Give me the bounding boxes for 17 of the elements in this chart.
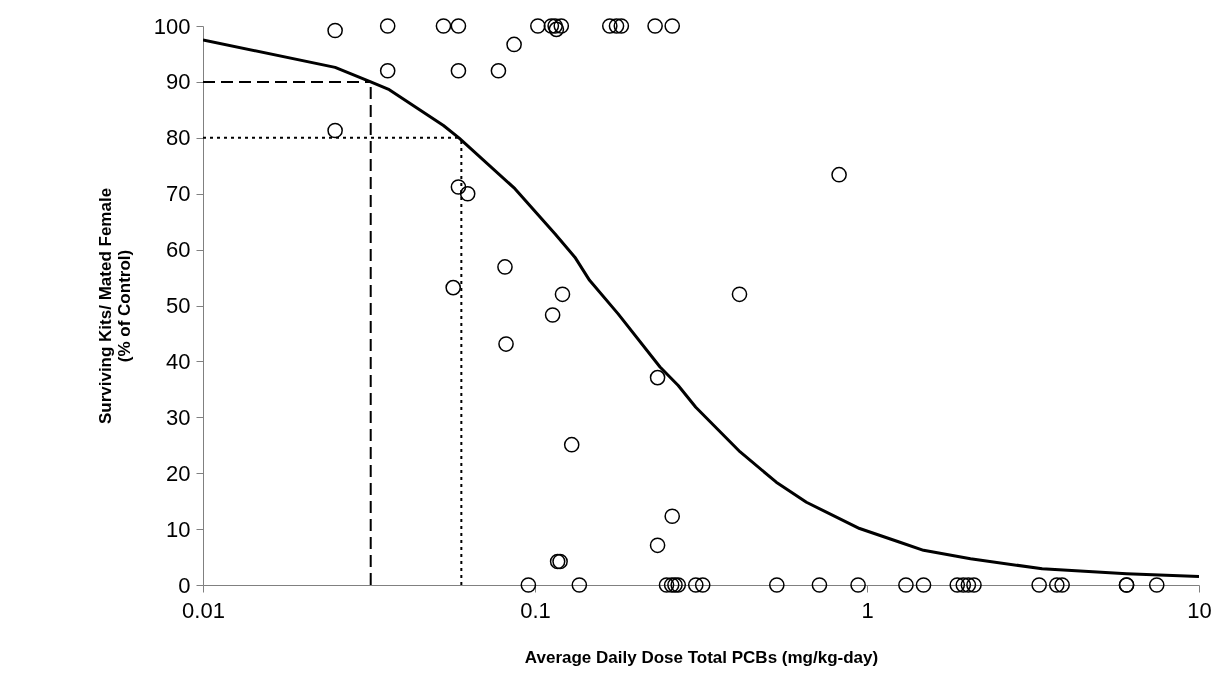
- y-tick-label: 100: [153, 13, 191, 39]
- x-tick-label: 0.01: [182, 597, 225, 623]
- y-tick-label: 50: [166, 293, 191, 318]
- y-axis-title: Surviving Kits/ Mated Female (% of Control): [95, 187, 134, 425]
- y-tick-label: 70: [166, 181, 191, 207]
- x-tick-label: 0.1: [520, 597, 551, 623]
- y-tick-label: 0: [178, 572, 191, 598]
- y-tick-label: 60: [166, 237, 191, 263]
- x-axis-title: Average Daily Dose Total PCBs (mg/kg-day): [524, 647, 879, 667]
- y-tick-label: 80: [166, 125, 191, 151]
- y-tick-label: 90: [166, 69, 191, 95]
- y-tick-label: 40: [166, 348, 191, 374]
- y-tick-label: 10: [166, 516, 191, 542]
- x-tick-label: 1: [861, 597, 874, 623]
- x-tick-label: 10: [1187, 597, 1212, 623]
- y-tick-label: 20: [166, 460, 191, 486]
- y-tick-label: 30: [166, 404, 191, 430]
